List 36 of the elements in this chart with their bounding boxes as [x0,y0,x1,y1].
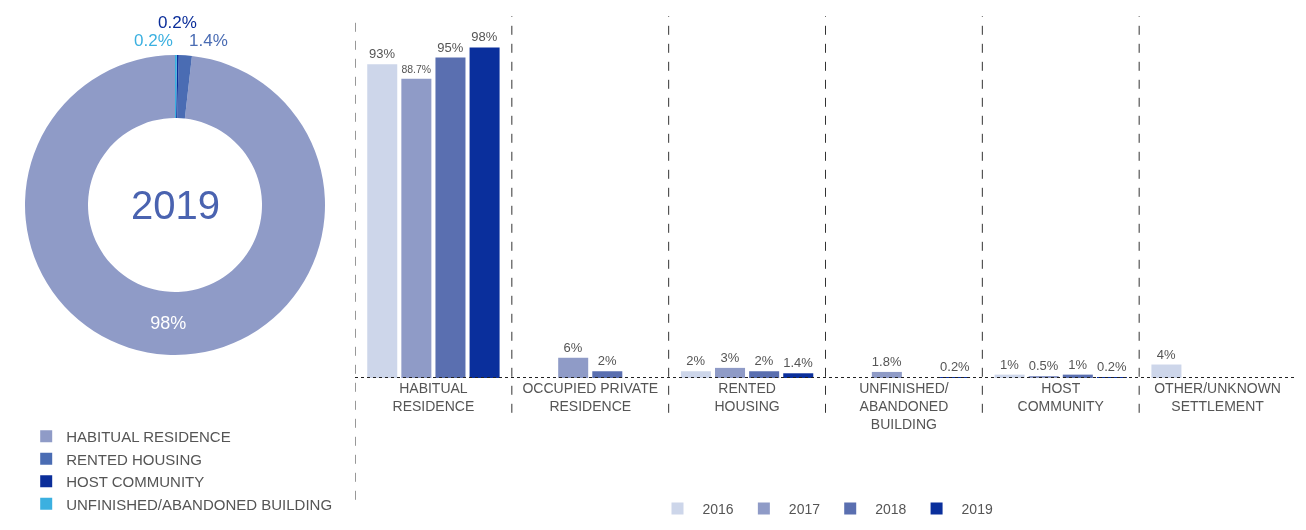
data-label: 98% [471,29,498,45]
legend-label: 2019 [961,500,993,517]
legend-label: HOST COMMUNITY [66,473,205,491]
x-tick-label: UNFINISHED/ ABANDONED BUILDING [859,380,949,433]
data-label: 98% [150,313,187,334]
data-label: 0.2% [940,359,971,375]
legend-label: 2017 [788,500,821,517]
data-label: 1.4% [189,31,228,50]
data-label: 0.5% [1028,358,1059,374]
data-label: 2% [597,353,617,369]
data-label: 6% [563,339,583,355]
data-label: 2% [754,353,774,369]
data-label: 95% [437,39,464,55]
text: 2019 [131,183,220,227]
legend-label: HABITUAL RESIDENCE [66,428,231,446]
data-label: 4% [1156,346,1177,362]
data-label: 0.2% [158,13,197,32]
data-label: 88.7% [401,64,432,76]
data-label: 93% [369,46,396,62]
x-tick-label: OCCUPIED PRIVATE RESIDENCE [522,380,659,415]
data-label: 1.8% [871,353,902,369]
legend-label: UNFINISHED/ABANDONED BUILDING [66,495,333,513]
data-label: 3% [720,349,740,365]
legend-label: RENTED HOUSING [66,450,203,468]
x-tick-label: HABITUAL RESIDENCE [392,380,475,415]
data-label: 2% [686,353,706,369]
data-label: 0.2% [1096,359,1127,375]
data-label: 0.2% [134,31,173,50]
x-tick-label: HOST COMMUNITY [1017,380,1105,415]
legend-label: 2018 [875,500,907,517]
data-label: 1% [1068,356,1088,372]
x-tick-label: RENTED HOUSING [714,380,780,415]
legend-label: 2016 [702,500,734,517]
x-tick-label: OTHER/UNKNOWN SETTLEMENT [1154,380,1281,415]
data-label: 1.4% [783,355,814,371]
data-label: 1% [999,356,1020,372]
